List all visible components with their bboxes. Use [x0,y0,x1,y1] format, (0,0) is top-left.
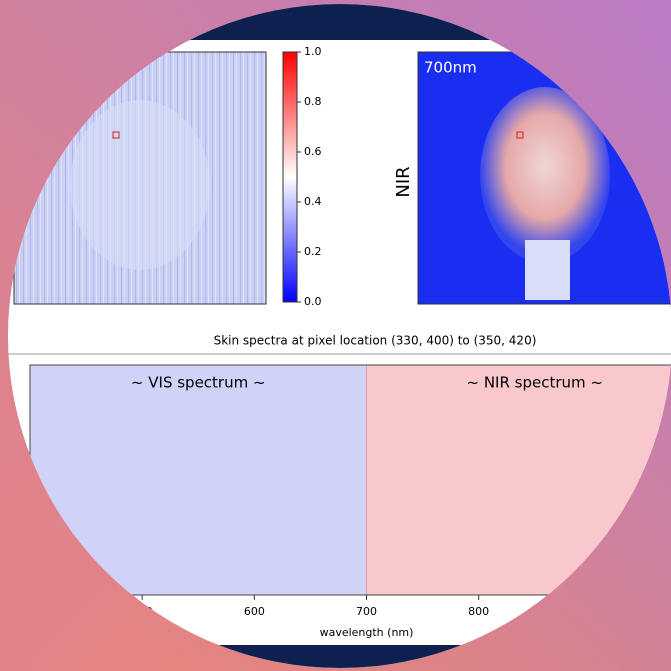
x-axis-label: wavelength (nm) [320,626,414,639]
vis-face [70,100,210,270]
screenshot: 700nm NIR 0.0 0.2 0.4 0.6 0.8 1.0 Skin spectr… [0,0,671,671]
region-label: ~ VIS spectrum ~ [131,374,266,392]
x-tick-label: 600 [244,605,265,618]
nir-neck [525,240,570,300]
image-label: 700nm [424,59,477,77]
colorbar-tick-label: 1.0 [304,45,322,58]
colorbar-tick-label: 0.6 [304,145,322,158]
x-tick-label: 700 [356,605,377,618]
colorbar-tick-label: 0.8 [304,95,322,108]
region-label: ~ NIR spectrum ~ [467,374,604,392]
colorbar-tick-label: 0.4 [304,195,322,208]
colorbar-fill [283,52,297,302]
colorbar-tick-label: 0.0 [304,295,322,308]
page: 700nm NIR 0.0 0.2 0.4 0.6 0.8 1.0 Skin spectr… [0,0,671,671]
colorbar-tick-label: 0.2 [304,245,322,258]
x-tick-label: 800 [468,605,489,618]
plot-title: Skin spectra at pixel location (330, 400… [214,334,537,348]
side-label: NIR [393,166,414,197]
